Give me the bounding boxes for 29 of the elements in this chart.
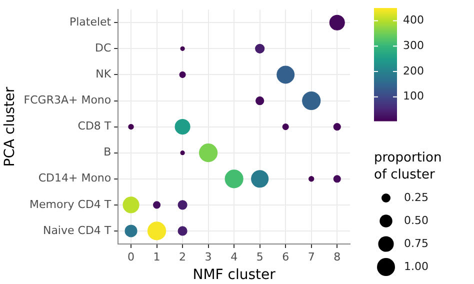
- y-tick-label: FCGR3A+ Mono: [24, 94, 112, 107]
- legend-label: 0.75: [404, 236, 428, 250]
- x-tick-label: 2: [179, 250, 186, 264]
- y-axis-title: PCA cluster: [2, 86, 18, 167]
- x-tick-label: 0: [128, 250, 135, 264]
- legend-label: 0.50: [404, 214, 428, 227]
- y-tick-label: CD8 T: [78, 120, 112, 133]
- y-tick-label: CD14+ Mono: [38, 172, 112, 185]
- x-tick-label: 4: [230, 250, 238, 264]
- color-bar-label: 200: [403, 64, 424, 78]
- legend-label: 0.25: [404, 190, 428, 204]
- y-tick-label: Platelet: [69, 15, 112, 28]
- color-bar-label: 100: [403, 90, 424, 103]
- color-bar-label: 400: [403, 14, 424, 27]
- x-tick-label: 3: [204, 250, 212, 264]
- color-bar-label: 300: [403, 38, 424, 52]
- x-axis-title: NMF cluster: [192, 267, 276, 284]
- x-tick-label: 6: [282, 250, 290, 264]
- legend-label: 1.00: [404, 260, 428, 273]
- x-tick-label: 8: [334, 250, 341, 264]
- y-tick-label: DC: [94, 42, 112, 55]
- x-tick-label: 7: [308, 250, 315, 264]
- x-tick-label: 5: [256, 250, 264, 264]
- y-tick-label: Naive CD4 T: [42, 224, 112, 237]
- y-tick-label: Memory CD4 T: [30, 198, 112, 211]
- x-tick-label: 1: [153, 250, 160, 264]
- y-tick-label: B: [104, 146, 112, 159]
- y-tick-label: NK: [96, 68, 112, 81]
- legend-title: proportion of cluster: [374, 150, 442, 182]
